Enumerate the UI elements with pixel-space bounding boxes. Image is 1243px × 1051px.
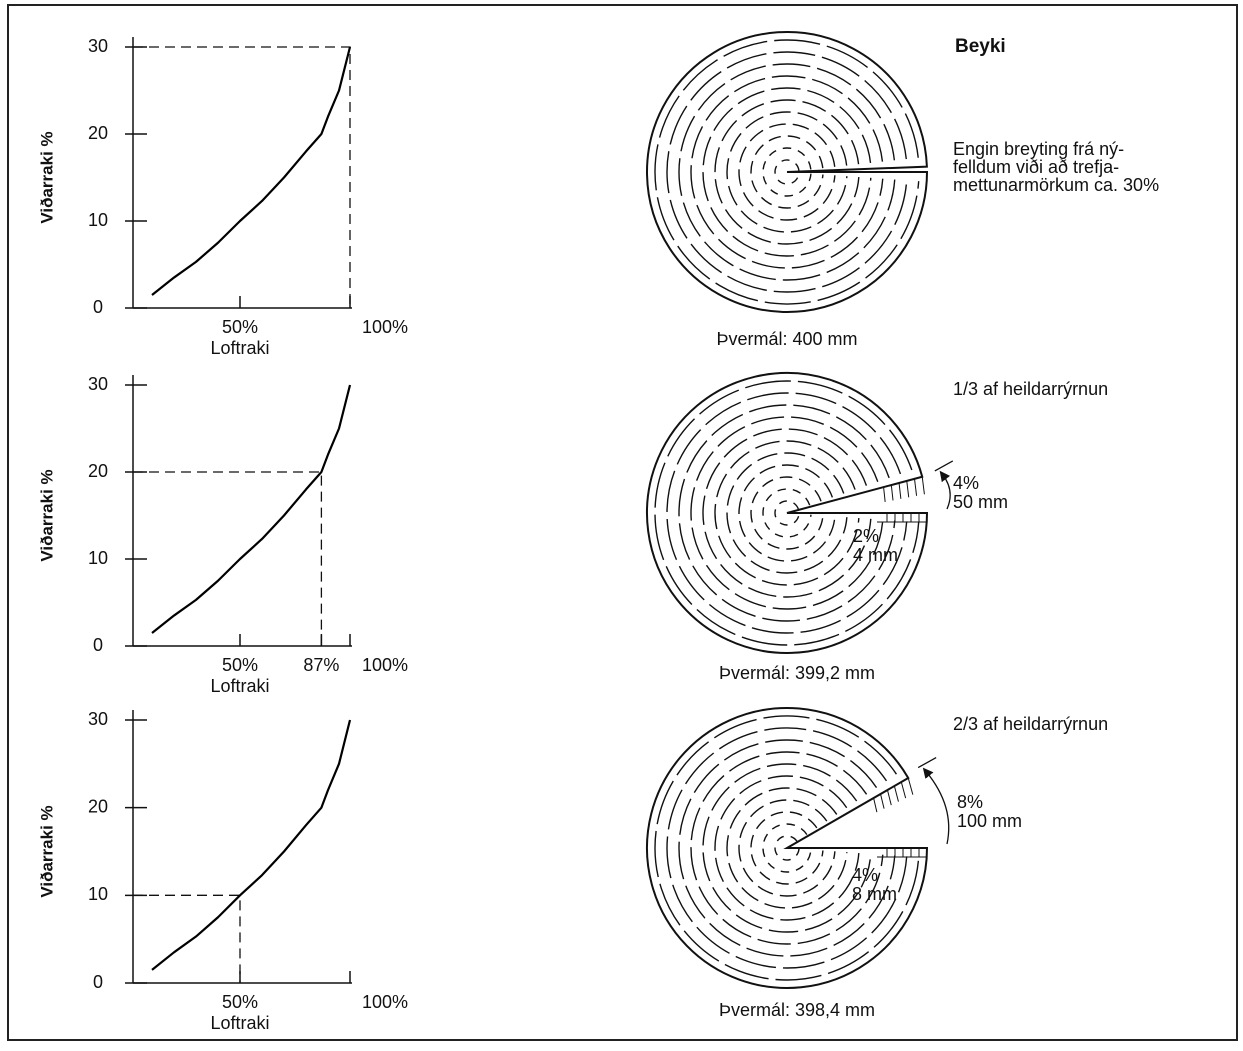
outer-change: 8% — [957, 792, 983, 812]
log-outline — [647, 708, 927, 988]
y-tick-label: 0 — [93, 297, 103, 317]
diameter: Þvermál: 398,4 mm — [719, 1000, 875, 1020]
curve — [152, 720, 350, 970]
figure: 0 10 20 30 50% 100% Loftraki Viðarraki % 0 10 20 30… — [0, 0, 1243, 1046]
x-tick-label: 100% — [362, 317, 408, 337]
y-tick-label: 0 — [93, 972, 103, 992]
note: mettunarmörkum ca. 30% — [953, 175, 1159, 195]
shrink-arrow — [926, 772, 949, 844]
hatch — [922, 477, 924, 495]
y-axis-label: Viðarraki % — [37, 131, 56, 223]
hatch — [874, 798, 877, 812]
x-tick-label: 100% — [362, 655, 408, 675]
x-axis-label: Loftraki — [210, 676, 269, 696]
y-tick-label: 0 — [93, 635, 103, 655]
curve — [152, 47, 350, 295]
x-axis-label: Loftraki — [210, 1013, 269, 1033]
x-tick-label: 50% — [222, 317, 258, 337]
curve — [152, 385, 350, 633]
y-tick-label: 20 — [88, 461, 108, 481]
outer-change: 50 mm — [953, 492, 1008, 512]
hatch — [891, 485, 893, 500]
y-tick-label: 10 — [88, 884, 108, 904]
note: 2/3 af heildarrýrnun — [953, 714, 1108, 734]
x-tick-label: 100% — [362, 992, 408, 1012]
diameter: Þvermál: 399,2 mm — [719, 663, 875, 683]
hatch — [907, 481, 909, 497]
hatch — [901, 782, 905, 798]
inner-change: 4% — [852, 865, 878, 885]
hatch — [884, 487, 886, 502]
y-axis-label: Viðarraki % — [37, 805, 56, 897]
inner-change: 2% — [853, 526, 879, 546]
diameter: Þvermál: 400 mm — [716, 329, 857, 349]
x-tick-label: 50% — [222, 655, 258, 675]
y-tick-label: 20 — [88, 796, 108, 816]
inner-change: 4 mm — [853, 545, 898, 565]
y-tick-label: 30 — [88, 36, 108, 56]
note: Engin breyting frá ný- — [953, 139, 1124, 159]
note: felldum viði að trefja- — [953, 157, 1119, 177]
y-tick-label: 20 — [88, 123, 108, 143]
y-axis-label: Viðarraki % — [37, 469, 56, 561]
hatch — [887, 790, 891, 805]
hatch — [908, 778, 913, 795]
tick — [918, 758, 936, 768]
x-tick-label: 87% — [303, 655, 339, 675]
log-outline — [647, 373, 927, 653]
hatch — [899, 483, 901, 499]
reference-line — [133, 895, 240, 983]
y-tick-label: 30 — [88, 374, 108, 394]
y-tick-label: 10 — [88, 210, 108, 230]
outer-change: 100 mm — [957, 811, 1022, 831]
hatch — [915, 479, 917, 496]
hatch — [894, 786, 898, 802]
page: {"chart_data": [ {"type": "line", "y_lab… — [0, 0, 1243, 1051]
diagram-title: Beyki — [955, 36, 1006, 57]
x-tick-label: 50% — [222, 992, 258, 1012]
hatch — [881, 794, 885, 809]
shrink-arrow — [943, 475, 950, 509]
reference-line — [133, 47, 350, 308]
outer-change: 4% — [953, 473, 979, 493]
tick — [935, 461, 953, 471]
y-tick-label: 10 — [88, 548, 108, 568]
x-axis-label: Loftraki — [210, 338, 269, 358]
note: 1/3 af heildarrýrnun — [953, 379, 1108, 399]
y-tick-label: 30 — [88, 709, 108, 729]
inner-change: 8 mm — [852, 884, 897, 904]
reference-line — [133, 472, 321, 646]
log-outline — [647, 32, 927, 312]
